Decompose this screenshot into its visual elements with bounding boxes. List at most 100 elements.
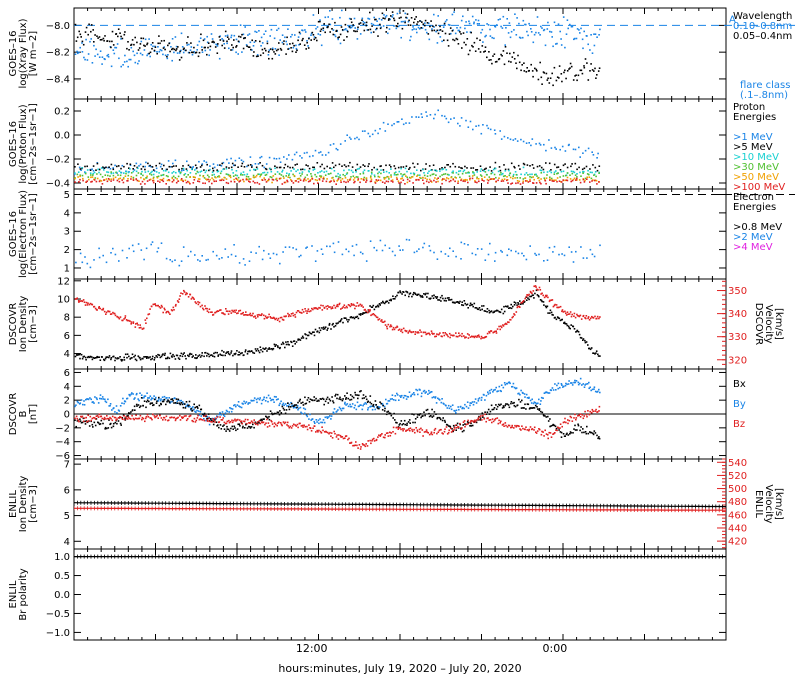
- data-point: [588, 173, 590, 176]
- data-point: [386, 26, 388, 29]
- data-point: [390, 325, 393, 328]
- data-point: [593, 179, 596, 182]
- data-point: [387, 180, 390, 183]
- data-point: [129, 58, 132, 61]
- data-point: [512, 173, 515, 176]
- data-point: [251, 350, 253, 352]
- data-point: [277, 411, 280, 414]
- data-point: [503, 178, 506, 180]
- data-point: [554, 146, 556, 149]
- data-point: [413, 28, 415, 30]
- data-point: [437, 15, 439, 17]
- data-point: [198, 51, 201, 54]
- data-point: [573, 37, 576, 40]
- data-point: [413, 166, 416, 168]
- data-point: [583, 65, 585, 67]
- data-point: [464, 165, 466, 168]
- data-point: [152, 45, 154, 48]
- data-point: [578, 315, 581, 318]
- data-point: [524, 396, 526, 398]
- data-point: [553, 173, 556, 175]
- data-point: [481, 28, 484, 31]
- data-point: [257, 173, 259, 175]
- data-point: [281, 183, 284, 185]
- data-point: [215, 180, 217, 182]
- data-point: [79, 402, 82, 404]
- data-point: [98, 356, 100, 358]
- data-point: [83, 400, 85, 402]
- data-point: [103, 39, 105, 42]
- data-point: [302, 404, 305, 406]
- data-point: [408, 239, 411, 241]
- data-point: [301, 173, 303, 175]
- data-point: [171, 166, 173, 168]
- data-point: [524, 173, 526, 176]
- data-point: [331, 324, 334, 326]
- data-point: [306, 415, 309, 418]
- data-point: [561, 310, 563, 313]
- data-point: [496, 309, 498, 312]
- data-point: [77, 163, 79, 165]
- data-point: [509, 382, 511, 385]
- data-point: [244, 264, 246, 266]
- data-point: [317, 182, 319, 184]
- data-point: [182, 402, 185, 405]
- data-point: [306, 399, 309, 401]
- data-point: [359, 314, 362, 316]
- data-point: [499, 311, 502, 314]
- data-point: [308, 401, 311, 403]
- data-point: [138, 47, 141, 49]
- data-point: [242, 403, 244, 405]
- data-point: [372, 23, 375, 26]
- data-point: [126, 162, 128, 165]
- data-point: [81, 167, 84, 169]
- data-point: [256, 168, 259, 170]
- data-point: [477, 334, 480, 336]
- data-point: [419, 176, 421, 179]
- data-point: [74, 181, 76, 183]
- data-point: [183, 47, 185, 50]
- data-point: [217, 355, 219, 357]
- data-point: [283, 156, 285, 158]
- data-point: [591, 253, 594, 256]
- data-point: [120, 358, 122, 361]
- y-axis-title: DSCOVR: [8, 393, 19, 436]
- data-point: [479, 165, 482, 167]
- data-point: [247, 34, 249, 36]
- data-point: [377, 319, 380, 321]
- data-point: [330, 172, 332, 175]
- data-point: [101, 183, 104, 185]
- data-point: [362, 172, 365, 175]
- data-point: [176, 300, 179, 302]
- data-point: [560, 73, 563, 75]
- data-point: [525, 295, 528, 298]
- data-point: [452, 430, 454, 433]
- data-point: [198, 40, 201, 43]
- data-point: [98, 36, 101, 38]
- data-point: [455, 301, 458, 303]
- data-point: [375, 305, 378, 308]
- data-point: [246, 173, 249, 175]
- data-point: [180, 32, 183, 35]
- data-point: [199, 260, 201, 262]
- data-point: [558, 180, 561, 182]
- data-point: [100, 398, 103, 400]
- data-point: [297, 39, 299, 42]
- data-point: [297, 401, 299, 404]
- data-point: [188, 355, 190, 358]
- data-point: [146, 399, 149, 402]
- data-point: [260, 349, 262, 351]
- data-point: [221, 257, 223, 259]
- data-point: [358, 405, 360, 407]
- data-point: [214, 351, 217, 354]
- data-point: [263, 177, 265, 179]
- data-point: [439, 332, 441, 334]
- data-point: [473, 401, 476, 403]
- data-point: [371, 133, 374, 136]
- data-point: [574, 429, 577, 431]
- data-point: [167, 399, 169, 402]
- data-point: [398, 170, 401, 173]
- data-point: [392, 14, 394, 16]
- data-point: [519, 393, 521, 396]
- data-point: [177, 180, 179, 182]
